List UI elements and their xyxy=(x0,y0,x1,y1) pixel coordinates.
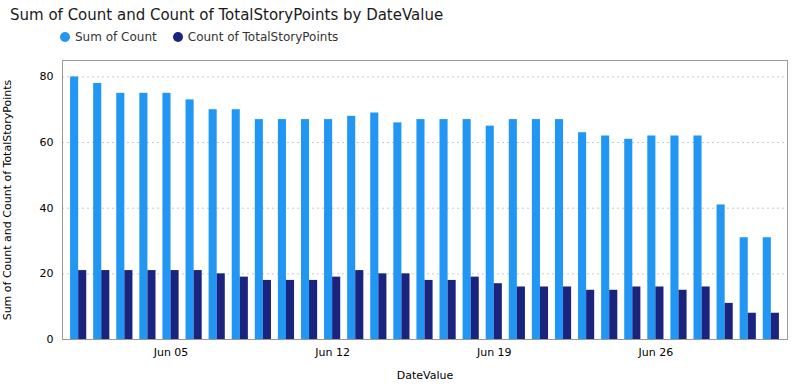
svg-text:Jun 19: Jun 19 xyxy=(476,346,512,359)
html-text:Count of TotalStoryPoints: Count of TotalStoryPoints xyxy=(187,30,339,44)
svg-text:Jun 05: Jun 05 xyxy=(153,346,189,359)
html-text:Sum of Count: Sum of Count xyxy=(75,30,157,44)
svg-text:DateValue: DateValue xyxy=(397,369,454,382)
svg-text:20: 20 xyxy=(40,267,54,280)
svg-text:Sum of Count and Count of Tota: Sum of Count and Count of TotalStoryPoin… xyxy=(1,79,14,320)
svg-text:40: 40 xyxy=(40,202,54,215)
svg-text:Jun 26: Jun 26 xyxy=(638,346,674,359)
svg-text:60: 60 xyxy=(40,136,54,149)
svg-text:Jun 12: Jun 12 xyxy=(314,346,350,359)
svg-text:80: 80 xyxy=(40,70,54,83)
html-text:Sum of Count and Count of Tota: Sum of Count and Count of TotalStoryPoin… xyxy=(10,6,444,24)
svg-text:0: 0 xyxy=(47,333,54,346)
